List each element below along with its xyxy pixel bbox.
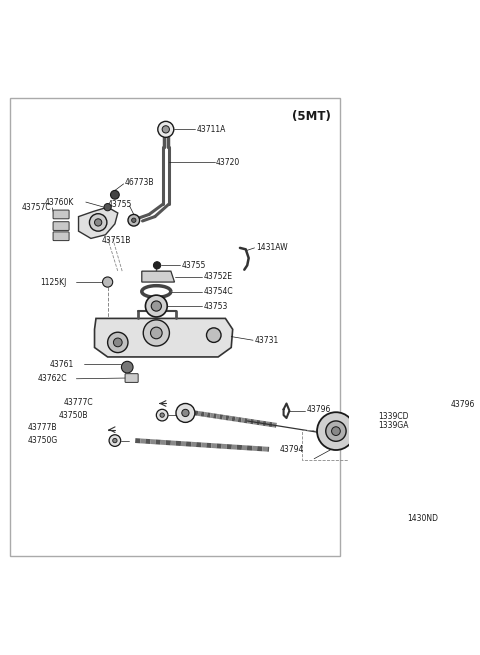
- Text: 1339GA: 1339GA: [378, 421, 408, 430]
- Circle shape: [103, 277, 113, 287]
- Circle shape: [431, 385, 442, 396]
- Circle shape: [160, 413, 164, 417]
- Circle shape: [145, 295, 167, 317]
- Circle shape: [151, 327, 162, 339]
- Text: 1125KJ: 1125KJ: [40, 278, 66, 286]
- FancyBboxPatch shape: [53, 232, 69, 240]
- Text: 43753: 43753: [204, 301, 228, 310]
- Circle shape: [158, 121, 174, 138]
- FancyBboxPatch shape: [53, 221, 69, 231]
- Circle shape: [128, 214, 140, 226]
- Text: 43750B: 43750B: [58, 411, 88, 420]
- Circle shape: [332, 427, 340, 436]
- Text: 43755: 43755: [182, 261, 206, 270]
- Text: 43757C: 43757C: [22, 204, 51, 212]
- Text: 43751B: 43751B: [102, 236, 131, 245]
- Circle shape: [387, 419, 401, 432]
- Circle shape: [109, 435, 120, 447]
- Circle shape: [206, 328, 221, 343]
- Text: 1430ND: 1430ND: [407, 514, 438, 523]
- Text: 43777C: 43777C: [64, 398, 94, 407]
- Polygon shape: [95, 318, 233, 357]
- Text: 43711A: 43711A: [196, 125, 226, 134]
- Text: 43754C: 43754C: [204, 287, 233, 296]
- Text: 43750G: 43750G: [28, 436, 58, 445]
- Circle shape: [162, 126, 169, 133]
- Circle shape: [425, 502, 435, 512]
- Circle shape: [156, 409, 168, 421]
- Circle shape: [326, 421, 346, 441]
- Circle shape: [143, 320, 169, 346]
- Circle shape: [113, 438, 117, 443]
- Circle shape: [89, 214, 107, 231]
- Text: 43796: 43796: [307, 405, 331, 414]
- Text: 43720: 43720: [216, 158, 240, 166]
- Circle shape: [108, 332, 128, 352]
- Circle shape: [113, 338, 122, 346]
- Text: 43731: 43731: [254, 336, 279, 345]
- Polygon shape: [142, 271, 175, 282]
- Circle shape: [104, 204, 111, 211]
- Text: 43796: 43796: [451, 400, 475, 409]
- FancyBboxPatch shape: [125, 373, 138, 383]
- Text: (5MT): (5MT): [292, 110, 331, 122]
- Circle shape: [110, 191, 119, 199]
- Text: 1431AW: 1431AW: [256, 244, 288, 252]
- Circle shape: [95, 219, 102, 226]
- Text: 43761: 43761: [49, 360, 74, 369]
- Circle shape: [121, 362, 133, 373]
- Text: 43762C: 43762C: [38, 374, 67, 383]
- Circle shape: [432, 504, 440, 511]
- Circle shape: [182, 409, 189, 417]
- Circle shape: [176, 403, 195, 422]
- Circle shape: [154, 262, 161, 269]
- Circle shape: [132, 218, 136, 223]
- Text: 46773B: 46773B: [125, 178, 155, 187]
- FancyBboxPatch shape: [53, 210, 69, 219]
- Text: 43760K: 43760K: [45, 198, 74, 206]
- Text: 43777B: 43777B: [28, 423, 57, 432]
- Circle shape: [317, 412, 355, 450]
- Text: 43755: 43755: [108, 200, 132, 209]
- Text: 1339CD: 1339CD: [378, 412, 408, 421]
- Circle shape: [151, 301, 161, 311]
- Polygon shape: [79, 207, 118, 238]
- Text: 43752E: 43752E: [204, 272, 233, 282]
- Text: 43794: 43794: [280, 445, 304, 454]
